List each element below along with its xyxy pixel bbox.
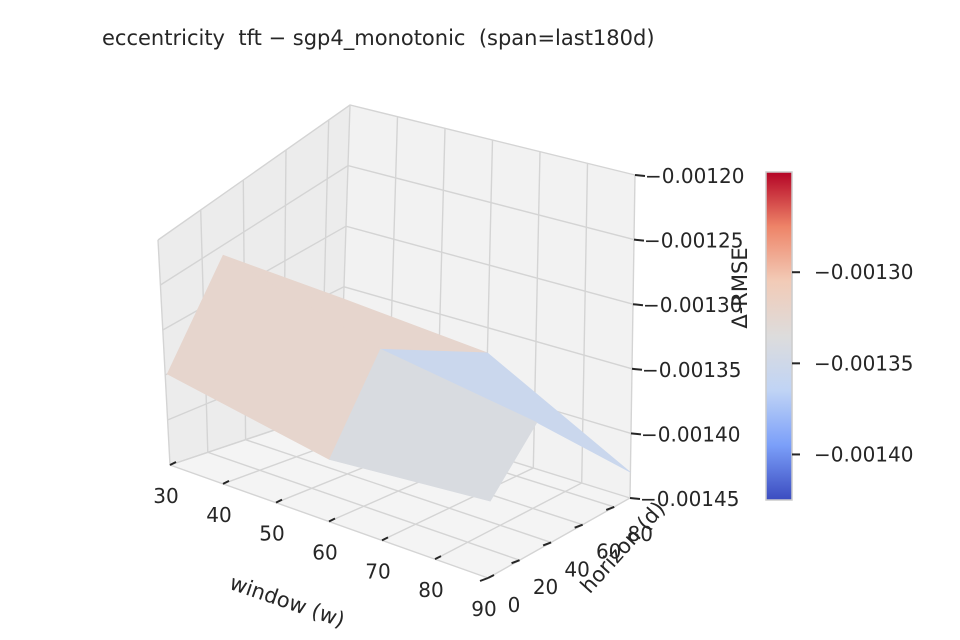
- y-tick-mark: [542, 541, 552, 547]
- colorbar: [765, 171, 793, 501]
- z-tick-mark: [631, 367, 643, 371]
- z-axis-label: Δ-RMSE: [728, 247, 752, 328]
- z-tick-label: −0.00140: [641, 422, 740, 446]
- x-tick-mark: [222, 479, 230, 485]
- x-tick-label: 50: [259, 522, 284, 546]
- gridline-z: [160, 164, 635, 286]
- y-tick-mark: [605, 505, 615, 511]
- gridline-z: [157, 104, 636, 241]
- x-tick-mark: [169, 461, 177, 466]
- x-tick-label: 60: [312, 541, 337, 565]
- z-tick-label: −0.00130: [643, 293, 742, 317]
- x-tick-mark: [328, 517, 336, 523]
- y-tick-mark: [511, 559, 520, 565]
- x-tick-mark: [434, 555, 442, 561]
- z-tick-label: −0.00120: [645, 164, 744, 188]
- y-tick-label: 60: [596, 540, 621, 564]
- z-tick-mark: [633, 238, 645, 242]
- z-tick-mark: [634, 174, 646, 177]
- surface-patch: [328, 348, 538, 502]
- y-tick-mark: [479, 577, 489, 582]
- x-axis-label: window (w): [227, 571, 348, 633]
- x-tick-label: 70: [365, 559, 390, 583]
- x-tick-mark: [381, 536, 389, 542]
- y-tick-label: 20: [533, 575, 558, 599]
- x-tick-mark: [487, 574, 495, 579]
- z-tick-mark: [629, 497, 641, 500]
- z-tick-mark: [632, 303, 644, 307]
- colorbar-tick-label: −0.00135: [814, 351, 913, 375]
- y-tick-label: 40: [564, 557, 589, 581]
- x-tick-label: 30: [153, 484, 178, 508]
- colorbar-tick-label: −0.00140: [814, 442, 913, 466]
- z-tick-mark: [630, 432, 642, 436]
- y-tick-mark: [574, 523, 584, 529]
- y-tick-label: 80: [627, 522, 652, 546]
- x-tick-mark: [275, 498, 283, 504]
- colorbar-tick-label: −0.00130: [814, 260, 913, 284]
- chart-title: eccentricity tft − sgp4_monotonic (span=…: [102, 26, 655, 50]
- x-tick-label: 90: [471, 597, 496, 621]
- y-tick-label: 0: [508, 593, 521, 617]
- z-tick-label: −0.00125: [644, 229, 743, 253]
- x-tick-label: 80: [418, 578, 443, 602]
- z-tick-label: −0.00145: [640, 487, 739, 511]
- x-tick-label: 40: [206, 503, 231, 527]
- z-tick-label: −0.00135: [642, 358, 741, 382]
